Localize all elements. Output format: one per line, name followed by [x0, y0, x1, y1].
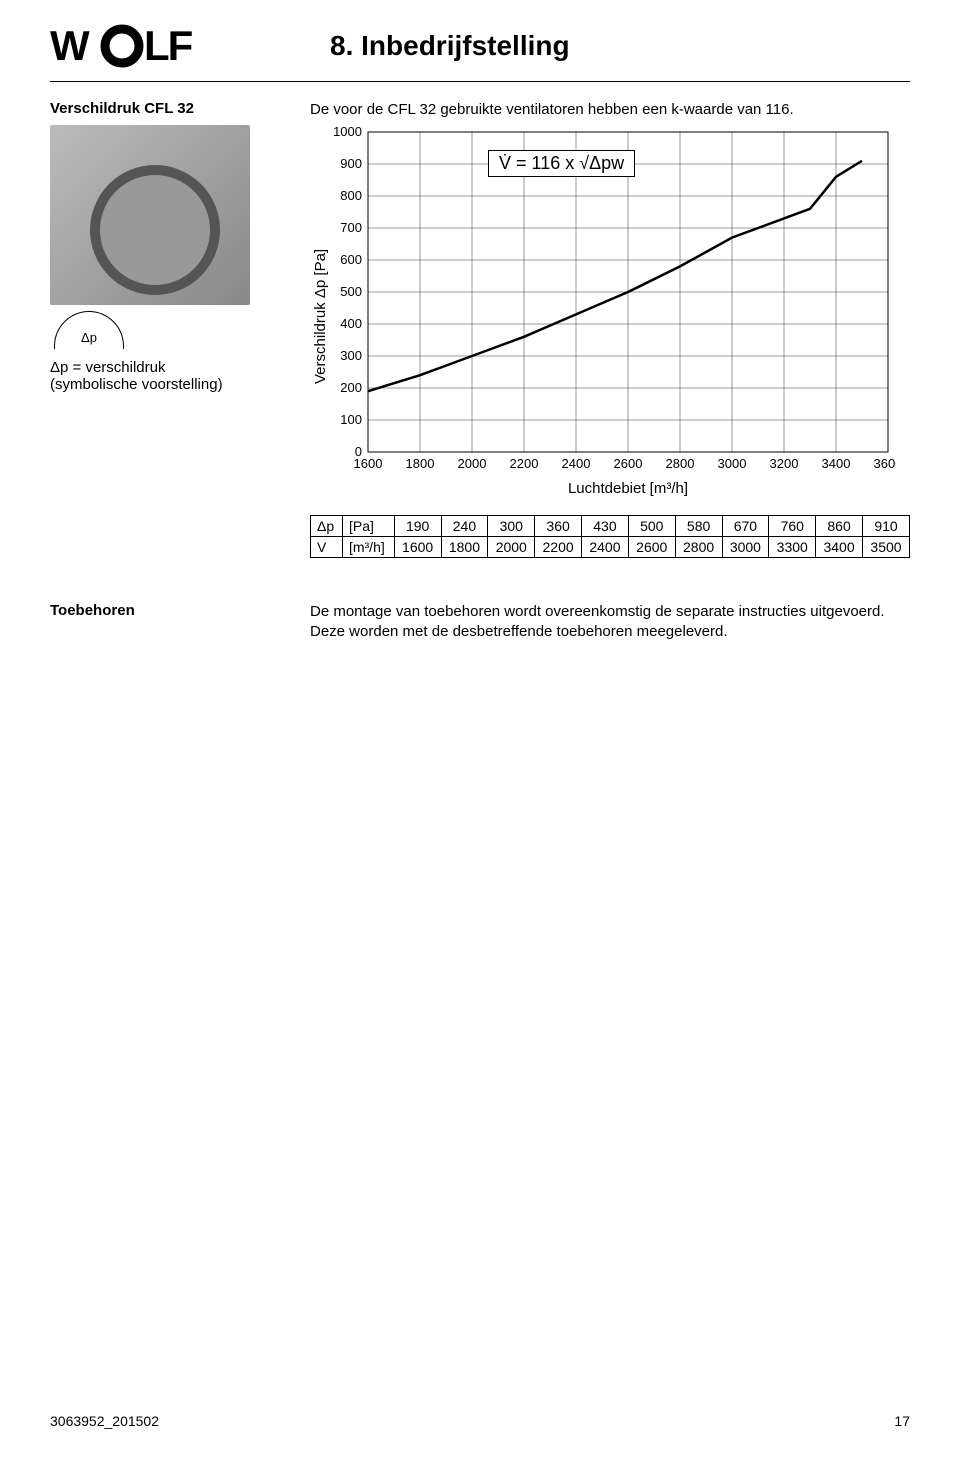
table-cell: 670 — [722, 516, 769, 537]
svg-text:3000: 3000 — [718, 456, 747, 471]
svg-text:2600: 2600 — [614, 456, 643, 471]
wolf-logo: W LF — [50, 20, 240, 72]
svg-text:300: 300 — [340, 348, 362, 363]
svg-text:1800: 1800 — [406, 456, 435, 471]
table-cell: 2600 — [628, 537, 675, 558]
toebehoren-heading: Toebehoren — [50, 602, 310, 619]
divider — [50, 81, 910, 82]
table-cell: 3300 — [769, 537, 816, 558]
svg-text:3200: 3200 — [770, 456, 799, 471]
svg-text:500: 500 — [340, 284, 362, 299]
chart-equation: V̇ = 116 x √Δpw — [488, 150, 635, 177]
table-cell: 190 — [394, 516, 441, 537]
toebehoren-text: De montage van toebehoren wordt overeenk… — [310, 602, 910, 643]
table-cell: 2400 — [582, 537, 629, 558]
table-cell: 3400 — [816, 537, 863, 558]
svg-text:3600: 3600 — [874, 456, 896, 471]
table-cell: 240 — [441, 516, 488, 537]
chart-svg: 0100200300400500600700800900100016001800… — [320, 124, 896, 478]
svg-text:2400: 2400 — [562, 456, 591, 471]
table-unit: [Pa] — [342, 516, 394, 537]
table-cell: 430 — [582, 516, 629, 537]
svg-text:1000: 1000 — [333, 124, 362, 139]
svg-text:200: 200 — [340, 380, 362, 395]
table-sym: V — [311, 537, 343, 558]
table-cell: 2000 — [488, 537, 535, 558]
svg-text:2200: 2200 — [510, 456, 539, 471]
table-cell: 300 — [488, 516, 535, 537]
table-row: Δp[Pa]190240300360430500580670760860910 — [311, 516, 910, 537]
svg-text:100: 100 — [340, 412, 362, 427]
footer-doc-id: 3063952_201502 — [50, 1413, 159, 1429]
left-subhead: Verschildruk CFL 32 — [50, 100, 310, 117]
section-title: 8. Inbedrijfstelling — [330, 30, 910, 62]
svg-text:2000: 2000 — [458, 456, 487, 471]
svg-text:W: W — [50, 22, 90, 69]
gauge-label: Δp — [81, 330, 97, 345]
chart-xlabel: Luchtdebiet [m³/h] — [368, 480, 888, 497]
chart-ylabel: Verschildruk Δp [Pa] — [312, 249, 329, 384]
svg-text:600: 600 — [340, 252, 362, 267]
dp-legend: Δp = verschildruk (symbolische voorstell… — [50, 359, 310, 393]
table-cell: 360 — [535, 516, 582, 537]
table-unit: [m³/h] — [342, 537, 394, 558]
svg-text:1600: 1600 — [354, 456, 383, 471]
data-table: Δp[Pa]190240300360430500580670760860910V… — [310, 515, 910, 558]
table-row: V[m³/h]160018002000220024002600280030003… — [311, 537, 910, 558]
table-cell: 2200 — [535, 537, 582, 558]
svg-text:LF: LF — [144, 22, 193, 69]
gauge-icon: Δp — [54, 311, 124, 349]
fan-photo — [50, 125, 250, 305]
table-cell: 1600 — [394, 537, 441, 558]
svg-text:3400: 3400 — [822, 456, 851, 471]
svg-text:900: 900 — [340, 156, 362, 171]
footer-page: 17 — [894, 1413, 910, 1429]
svg-text:400: 400 — [340, 316, 362, 331]
chart: Verschildruk Δp [Pa] 0100200300400500600… — [320, 124, 910, 497]
table-sym: Δp — [311, 516, 343, 537]
svg-text:2800: 2800 — [666, 456, 695, 471]
table-cell: 580 — [675, 516, 722, 537]
table-cell: 3500 — [862, 537, 909, 558]
table-cell: 910 — [862, 516, 909, 537]
svg-text:800: 800 — [340, 188, 362, 203]
table-cell: 500 — [628, 516, 675, 537]
svg-text:700: 700 — [340, 220, 362, 235]
table-cell: 3000 — [722, 537, 769, 558]
table-cell: 760 — [769, 516, 816, 537]
intro-text: De voor de CFL 32 gebruikte ventilatoren… — [310, 100, 910, 120]
table-cell: 860 — [816, 516, 863, 537]
table-cell: 1800 — [441, 537, 488, 558]
table-cell: 2800 — [675, 537, 722, 558]
